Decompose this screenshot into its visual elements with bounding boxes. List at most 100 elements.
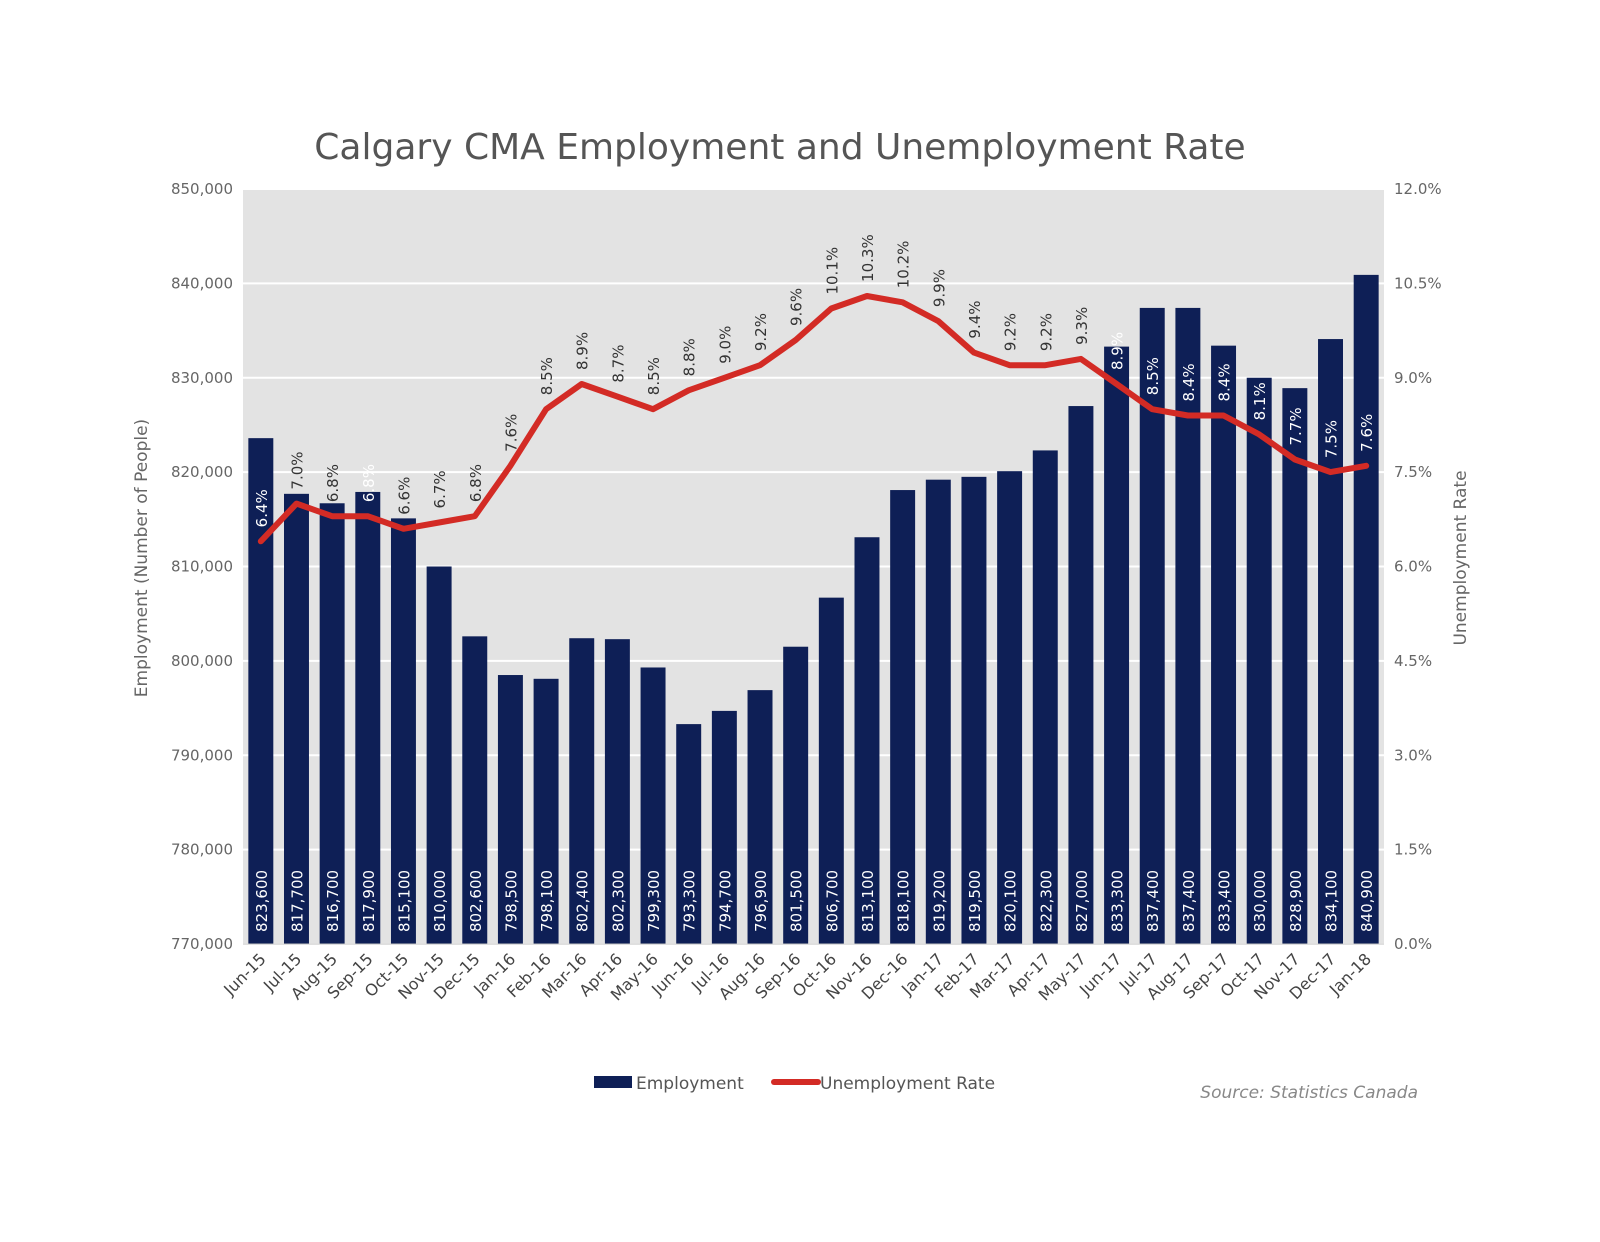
employment-value-label: 793,300 [681, 870, 699, 932]
employment-value-label: 794,700 [716, 870, 734, 932]
unemployment-value-label: 10.3% [859, 234, 877, 282]
employment-bar [1175, 307, 1201, 945]
unemployment-value-label: 9.2% [752, 313, 770, 351]
employment-value-label: 816,700 [324, 870, 342, 932]
y-tick-label: 810,000 [171, 558, 233, 576]
employment-bar [533, 678, 559, 944]
unemployment-value-label: 9.0% [716, 326, 734, 364]
employment-bars [248, 274, 1379, 945]
unemployment-value-label: 7.0% [288, 451, 306, 489]
y-tick-label: 780,000 [171, 841, 233, 859]
employment-bar [747, 690, 773, 944]
unemployment-value-label: 9.6% [788, 288, 806, 326]
employment-bar [1139, 307, 1165, 945]
employment-value-label: 837,400 [1180, 870, 1198, 932]
employment-bar [854, 537, 880, 944]
unemployment-value-label: 6.8% [360, 464, 378, 502]
employment-bar [783, 646, 809, 944]
employment-value-label: 840,900 [1358, 870, 1376, 932]
unemployment-value-label: 8.9% [574, 332, 592, 370]
employment-bar [676, 724, 702, 944]
legend-unemployment-label: Unemployment Rate [820, 1074, 995, 1094]
employment-value-label: 818,100 [895, 870, 913, 932]
y-tick-label: 820,000 [171, 463, 233, 481]
employment-value-label: 815,100 [395, 870, 413, 932]
unemployment-rate-line [257, 293, 1370, 545]
unemployment-value-label: 8.4% [1180, 363, 1198, 401]
employment-value-label: 806,700 [823, 870, 841, 932]
employment-value-label: 837,400 [1144, 870, 1162, 932]
employment-bar [961, 476, 987, 944]
employment-value-label: 810,000 [431, 870, 449, 932]
unemployment-value-label: 10.1% [823, 247, 841, 295]
employment-bar [997, 471, 1023, 944]
employment-bar [355, 491, 381, 944]
unemployment-value-label: 6.7% [431, 470, 449, 508]
employment-bar [1282, 388, 1308, 945]
employment-bar [248, 438, 274, 944]
y2-tick-label: 1.5% [1394, 841, 1432, 859]
unemployment-value-label: 8.7% [609, 345, 627, 383]
unemployment-value-label: 9.3% [1073, 307, 1091, 345]
y2-tick-label: 9.0% [1394, 369, 1432, 387]
employment-bar [1104, 346, 1130, 944]
y2-tick-label: 10.5% [1394, 274, 1442, 292]
unemployment-value-label: 10.2% [895, 241, 913, 289]
data-labels: 823,600 817,700 816,700 817,900 815,100 810,0… [253, 234, 1376, 932]
y2-axis-title: Unemployment Rate [1451, 470, 1471, 645]
x-tick-label: Jun-15 [219, 949, 269, 999]
employment-value-label: 813,100 [859, 870, 877, 932]
y2-tick-label: 4.5% [1394, 652, 1432, 670]
employment-bar [1211, 345, 1237, 945]
y2-tick-label: 3.0% [1394, 746, 1432, 764]
employment-value-label: 798,100 [538, 870, 556, 932]
y2-tick-label: 0.0% [1394, 935, 1432, 953]
employment-value-label: 833,400 [1216, 870, 1234, 932]
unemployment-value-label: 7.6% [1358, 414, 1376, 452]
employment-bar [604, 639, 630, 944]
employment-bar [462, 636, 488, 944]
y-tick-label: 830,000 [171, 369, 233, 387]
employment-bar [1318, 339, 1343, 944]
unemployment-value-label: 8.5% [538, 357, 556, 395]
unemployment-value-label: 8.8% [681, 338, 699, 376]
employment-bar [426, 566, 452, 944]
employment-value-label: 802,300 [609, 870, 627, 932]
legend-employment-swatch [594, 1076, 632, 1088]
unemployment-value-label: 8.1% [1251, 382, 1269, 420]
employment-value-label: 819,200 [930, 870, 948, 932]
employment-value-label: 834,100 [1323, 870, 1341, 932]
employment-bar [890, 490, 916, 944]
employment-bar [1246, 377, 1272, 944]
y-axis-title: Employment (Number of People) [132, 419, 152, 697]
unemployment-value-label: 9.2% [1037, 313, 1055, 351]
employment-bar [818, 597, 844, 944]
employment-value-label: 817,900 [360, 870, 378, 932]
y2-tick-label: 6.0% [1394, 558, 1432, 576]
y-tick-label: 850,000 [171, 180, 233, 198]
y-tick-label: 770,000 [171, 935, 233, 953]
employment-value-label: 798,500 [502, 870, 520, 932]
employment-value-label: 817,700 [288, 870, 306, 932]
unemployment-value-label: 6.8% [324, 464, 342, 502]
unemployment-value-label: 7.6% [502, 414, 520, 452]
unemployment-value-label: 7.5% [1323, 420, 1341, 458]
employment-bar [640, 667, 666, 944]
employment-bar [319, 503, 345, 944]
unemployment-value-label: 8.4% [1216, 363, 1234, 401]
unemployment-value-label: 6.4% [253, 489, 271, 527]
employment-value-label: 828,900 [1287, 870, 1305, 932]
employment-value-label: 827,000 [1073, 870, 1091, 932]
employment-bar [390, 518, 416, 944]
employment-value-label: 823,600 [253, 870, 271, 932]
y-tick-label: 840,000 [171, 274, 233, 292]
unemployment-value-label: 8.9% [1109, 332, 1127, 370]
unemployment-value-label: 6.8% [467, 464, 485, 502]
employment-value-label: 802,400 [574, 870, 592, 932]
source-note: Source: Statistics Canada [1200, 1083, 1418, 1103]
employment-bar [711, 710, 737, 944]
unemployment-value-label: 8.5% [645, 357, 663, 395]
employment-bar [1068, 406, 1094, 944]
